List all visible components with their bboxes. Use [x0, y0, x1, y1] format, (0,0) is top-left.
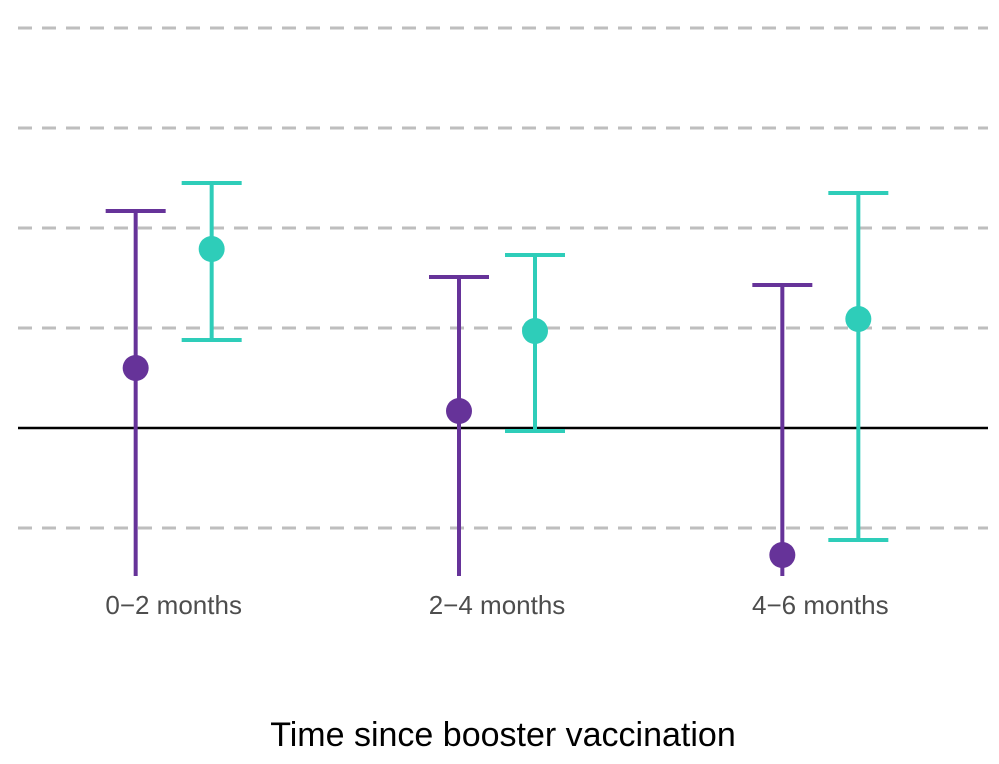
- point: [522, 318, 548, 344]
- point: [446, 398, 472, 424]
- plot-panel: [18, 26, 988, 576]
- point: [198, 236, 225, 262]
- x-axis-title: Time since booster vaccination: [270, 716, 736, 754]
- point: [122, 355, 149, 381]
- point: [769, 542, 796, 568]
- x-tick-label: 4−6 months: [752, 590, 889, 620]
- x-tick-label: 0−2 months: [105, 590, 242, 620]
- x-tick-label: 2−4 months: [429, 590, 566, 620]
- point: [845, 306, 872, 332]
